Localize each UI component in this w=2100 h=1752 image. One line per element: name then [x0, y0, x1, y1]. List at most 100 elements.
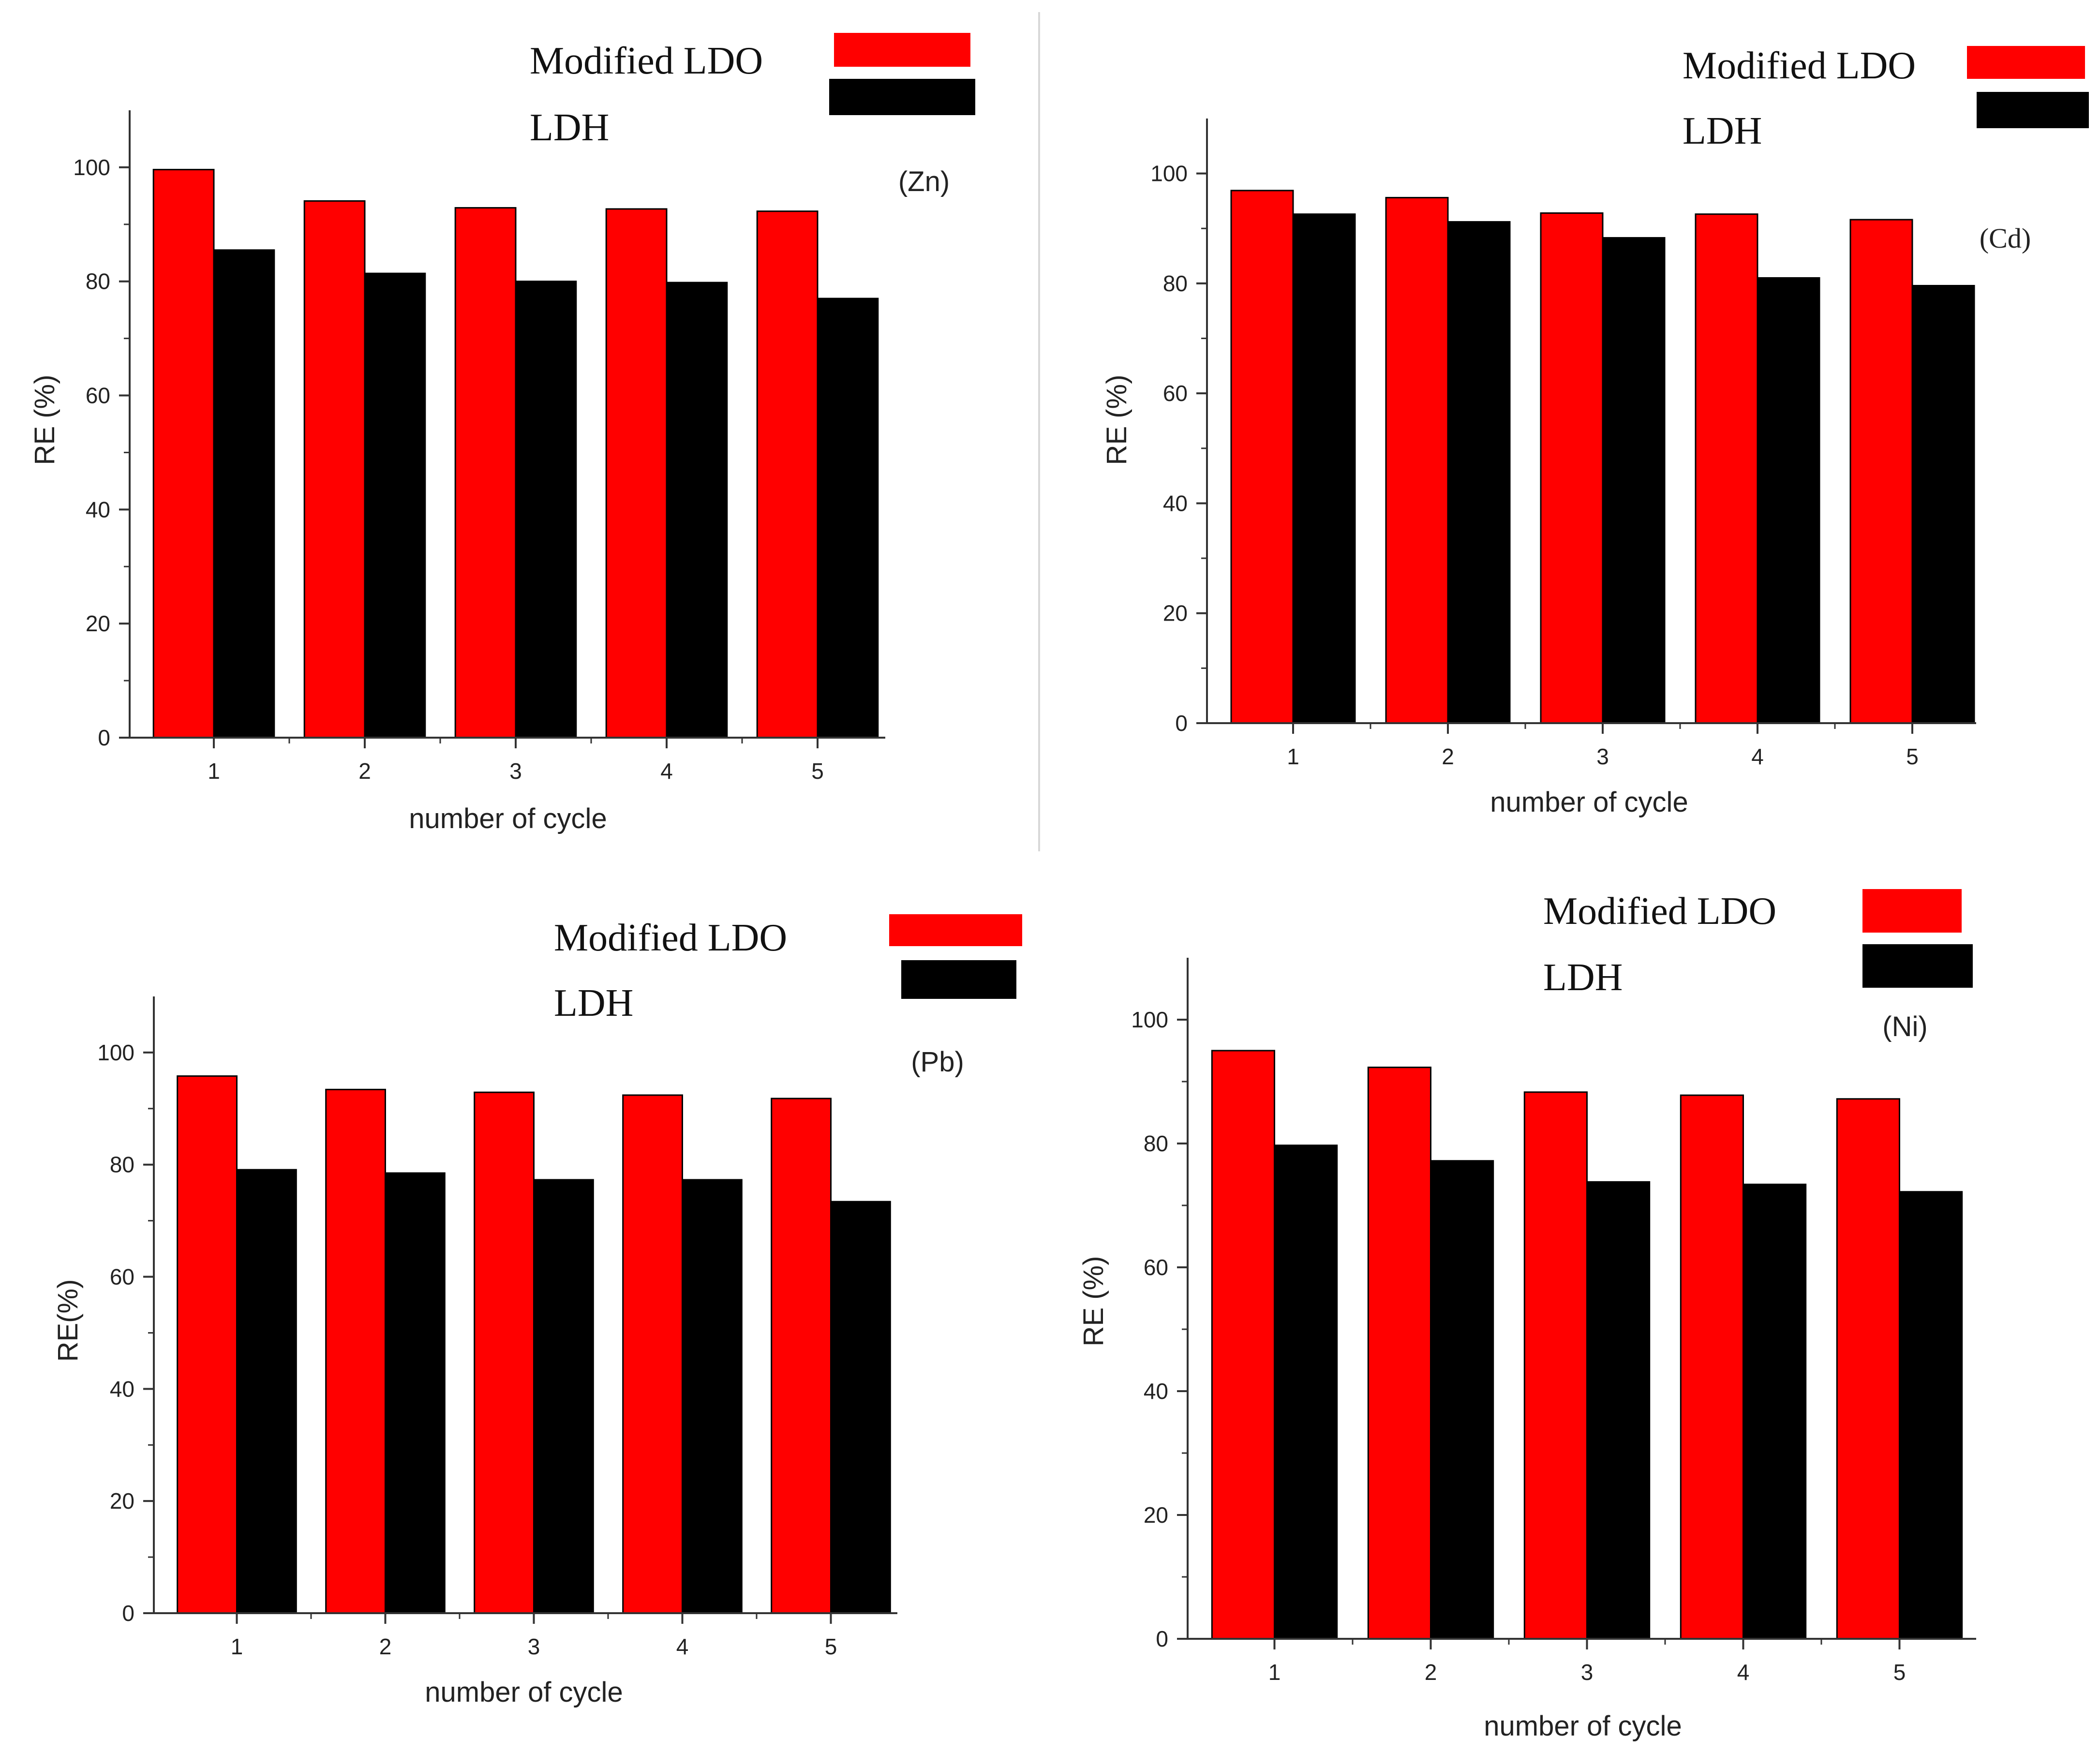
chart-tag-ni: (Ni)	[1882, 1011, 1927, 1042]
y-tick-label-zn-0: 0	[98, 725, 110, 750]
bar-modified-ldo-ni-cycle-3	[1523, 1091, 1588, 1640]
bar-modified-ldo-pb-cycle-1	[177, 1075, 238, 1614]
y-axis-label-cd: RE (%)	[1101, 375, 1132, 465]
y-tick-label-cd-40: 40	[1163, 490, 1188, 516]
x-axis-label-cd: number of cycle	[1490, 787, 1688, 818]
x-tick-label-pb-2: 2	[379, 1634, 392, 1659]
bar-ldh-cd-cycle-5	[1911, 285, 1975, 724]
y-tick-label-ni-0: 0	[1156, 1626, 1168, 1651]
y-tick-label-zn-40: 40	[86, 497, 110, 522]
x-tick-label-ni-3: 3	[1581, 1660, 1594, 1685]
chart-tag-pb: (Pb)	[911, 1046, 964, 1078]
panel-zn: 1 2 3 4 5 0 20 40 60 80 100 (Zn) RE (%) number of …	[29, 33, 975, 834]
bar-ldh-zn-cycle-5	[817, 297, 879, 739]
bar-ldh-ni-cycle-5	[1899, 1191, 1963, 1640]
bar-modified-ldo-pb-cycle-4	[622, 1094, 683, 1614]
bar-modified-ldo-cd-cycle-5	[1849, 219, 1913, 724]
y-tick-label-zn-100: 100	[73, 155, 110, 180]
legend-swatch-modified-ldo-pb	[889, 914, 1022, 946]
bar-modified-ldo-cd-cycle-2	[1385, 197, 1449, 724]
y-tick-label-ni-20: 20	[1144, 1502, 1168, 1528]
x-tick-label-zn-2: 2	[358, 758, 371, 784]
x-tick-label-pb-3: 3	[528, 1634, 540, 1659]
panel-pb: 1 2 3 4 5 0 20 40 60 80 100 (Pb) RE(%) number of c…	[52, 914, 1022, 1708]
legend-swatch-ldh-pb	[901, 960, 1016, 999]
x-tick-label-pb-1: 1	[231, 1634, 243, 1659]
chart-tag-cd: (Cd)	[1980, 223, 2031, 254]
legend-label-ldh-zn: LDH	[530, 106, 609, 149]
x-tick-label-zn-3: 3	[509, 758, 522, 784]
bar-ldh-pb-cycle-2	[385, 1172, 446, 1614]
bar-modified-ldo-ni-cycle-5	[1836, 1098, 1901, 1640]
legend-ni: Modified LDO LDH	[1543, 889, 1973, 999]
y-tick-label-cd-100: 100	[1150, 161, 1188, 186]
chart-plot-zn: 1 2 3 4 5 0 20 40 60 80 100	[73, 110, 885, 784]
panel-ni: 1 2 3 4 5 0 20 40 60 80 100 (Ni) RE (%) number of …	[1078, 889, 1976, 1742]
legend-pb: Modified LDO LDH	[554, 914, 1022, 1024]
y-tick-label-ni-100: 100	[1131, 1007, 1168, 1032]
legend-label-ldh-pb: LDH	[554, 982, 633, 1024]
panel-cd: 1 2 3 4 5 0 20 40 60 80 100 (Cd) RE (%) number of …	[1101, 45, 2089, 818]
y-tick-label-pb-100: 100	[97, 1040, 134, 1065]
legend-cd: Modified LDO LDH	[1683, 45, 2089, 152]
y-tick-label-cd-0: 0	[1175, 711, 1188, 736]
x-tick-label-cd-1: 1	[1287, 744, 1299, 769]
x-axis-label-pb: number of cycle	[425, 1677, 623, 1708]
x-tick-label-ni-4: 4	[1737, 1660, 1750, 1685]
bar-modified-ldo-ni-cycle-4	[1680, 1094, 1744, 1640]
y-tick-label-pb-40: 40	[110, 1376, 134, 1401]
x-tick-label-pb-5: 5	[825, 1634, 837, 1659]
bar-ldh-ni-cycle-1	[1274, 1144, 1338, 1640]
legend-zn: Modified LDO LDH	[530, 33, 975, 149]
legend-swatch-ldh-ni	[1862, 944, 1973, 988]
bar-modified-ldo-ni-cycle-2	[1367, 1067, 1432, 1640]
bar-modified-ldo-cd-cycle-3	[1540, 212, 1604, 724]
chart-plot-pb: 1 2 3 4 5 0 20 40 60 80 100	[97, 996, 897, 1659]
legend-swatch-ldh-zn	[829, 79, 975, 115]
legend-swatch-modified-ldo-ni	[1862, 889, 1962, 933]
bar-ldh-ni-cycle-3	[1586, 1181, 1651, 1640]
y-tick-label-cd-20: 20	[1163, 601, 1188, 626]
legend-label-ldh-cd: LDH	[1683, 110, 1762, 152]
x-tick-label-zn-4: 4	[660, 758, 673, 784]
bar-ldh-zn-cycle-2	[364, 272, 426, 739]
y-tick-label-pb-20: 20	[110, 1488, 134, 1514]
chart-tag-zn: (Zn)	[898, 166, 950, 197]
y-tick-label-ni-40: 40	[1144, 1379, 1168, 1404]
legend-label-ldh-ni: LDH	[1543, 956, 1623, 999]
x-tick-label-cd-4: 4	[1751, 744, 1764, 769]
x-tick-label-zn-1: 1	[208, 758, 220, 784]
bar-modified-ldo-pb-cycle-2	[325, 1088, 387, 1614]
bar-ldh-zn-cycle-3	[515, 281, 577, 739]
bar-modified-ldo-pb-cycle-5	[771, 1098, 832, 1614]
bar-ldh-pb-cycle-3	[533, 1179, 594, 1614]
bar-modified-ldo-ni-cycle-1	[1211, 1050, 1276, 1640]
bar-ldh-cd-cycle-4	[1757, 277, 1820, 724]
y-tick-label-cd-60: 60	[1163, 381, 1188, 406]
x-axis-label-zn: number of cycle	[409, 803, 607, 834]
bar-ldh-cd-cycle-2	[1447, 221, 1511, 724]
bar-modified-ldo-cd-cycle-4	[1695, 213, 1758, 724]
x-tick-label-cd-2: 2	[1442, 744, 1454, 769]
x-tick-label-zn-5: 5	[811, 758, 824, 784]
bar-modified-ldo-zn-cycle-4	[605, 208, 668, 739]
bar-modified-ldo-zn-cycle-2	[303, 200, 366, 739]
y-axis-label-ni: RE (%)	[1078, 1256, 1109, 1347]
bar-ldh-cd-cycle-3	[1602, 237, 1666, 724]
bar-modified-ldo-cd-cycle-1	[1230, 190, 1294, 724]
bar-ldh-cd-cycle-1	[1292, 213, 1356, 724]
y-axis-label-pb: RE(%)	[52, 1279, 84, 1362]
legend-swatch-modified-ldo-zn	[834, 33, 970, 67]
y-tick-label-zn-60: 60	[86, 383, 110, 408]
bar-modified-ldo-pb-cycle-3	[474, 1091, 535, 1614]
y-tick-label-pb-60: 60	[110, 1264, 134, 1290]
bar-ldh-ni-cycle-2	[1430, 1160, 1494, 1640]
bar-modified-ldo-zn-cycle-5	[756, 210, 819, 739]
y-tick-label-ni-80: 80	[1144, 1131, 1168, 1156]
x-axis-label-ni: number of cycle	[1484, 1710, 1682, 1742]
y-tick-label-pb-80: 80	[110, 1152, 134, 1177]
bar-ldh-pb-cycle-5	[830, 1201, 891, 1614]
y-tick-label-ni-60: 60	[1144, 1255, 1168, 1280]
bar-ldh-pb-cycle-1	[236, 1169, 297, 1614]
